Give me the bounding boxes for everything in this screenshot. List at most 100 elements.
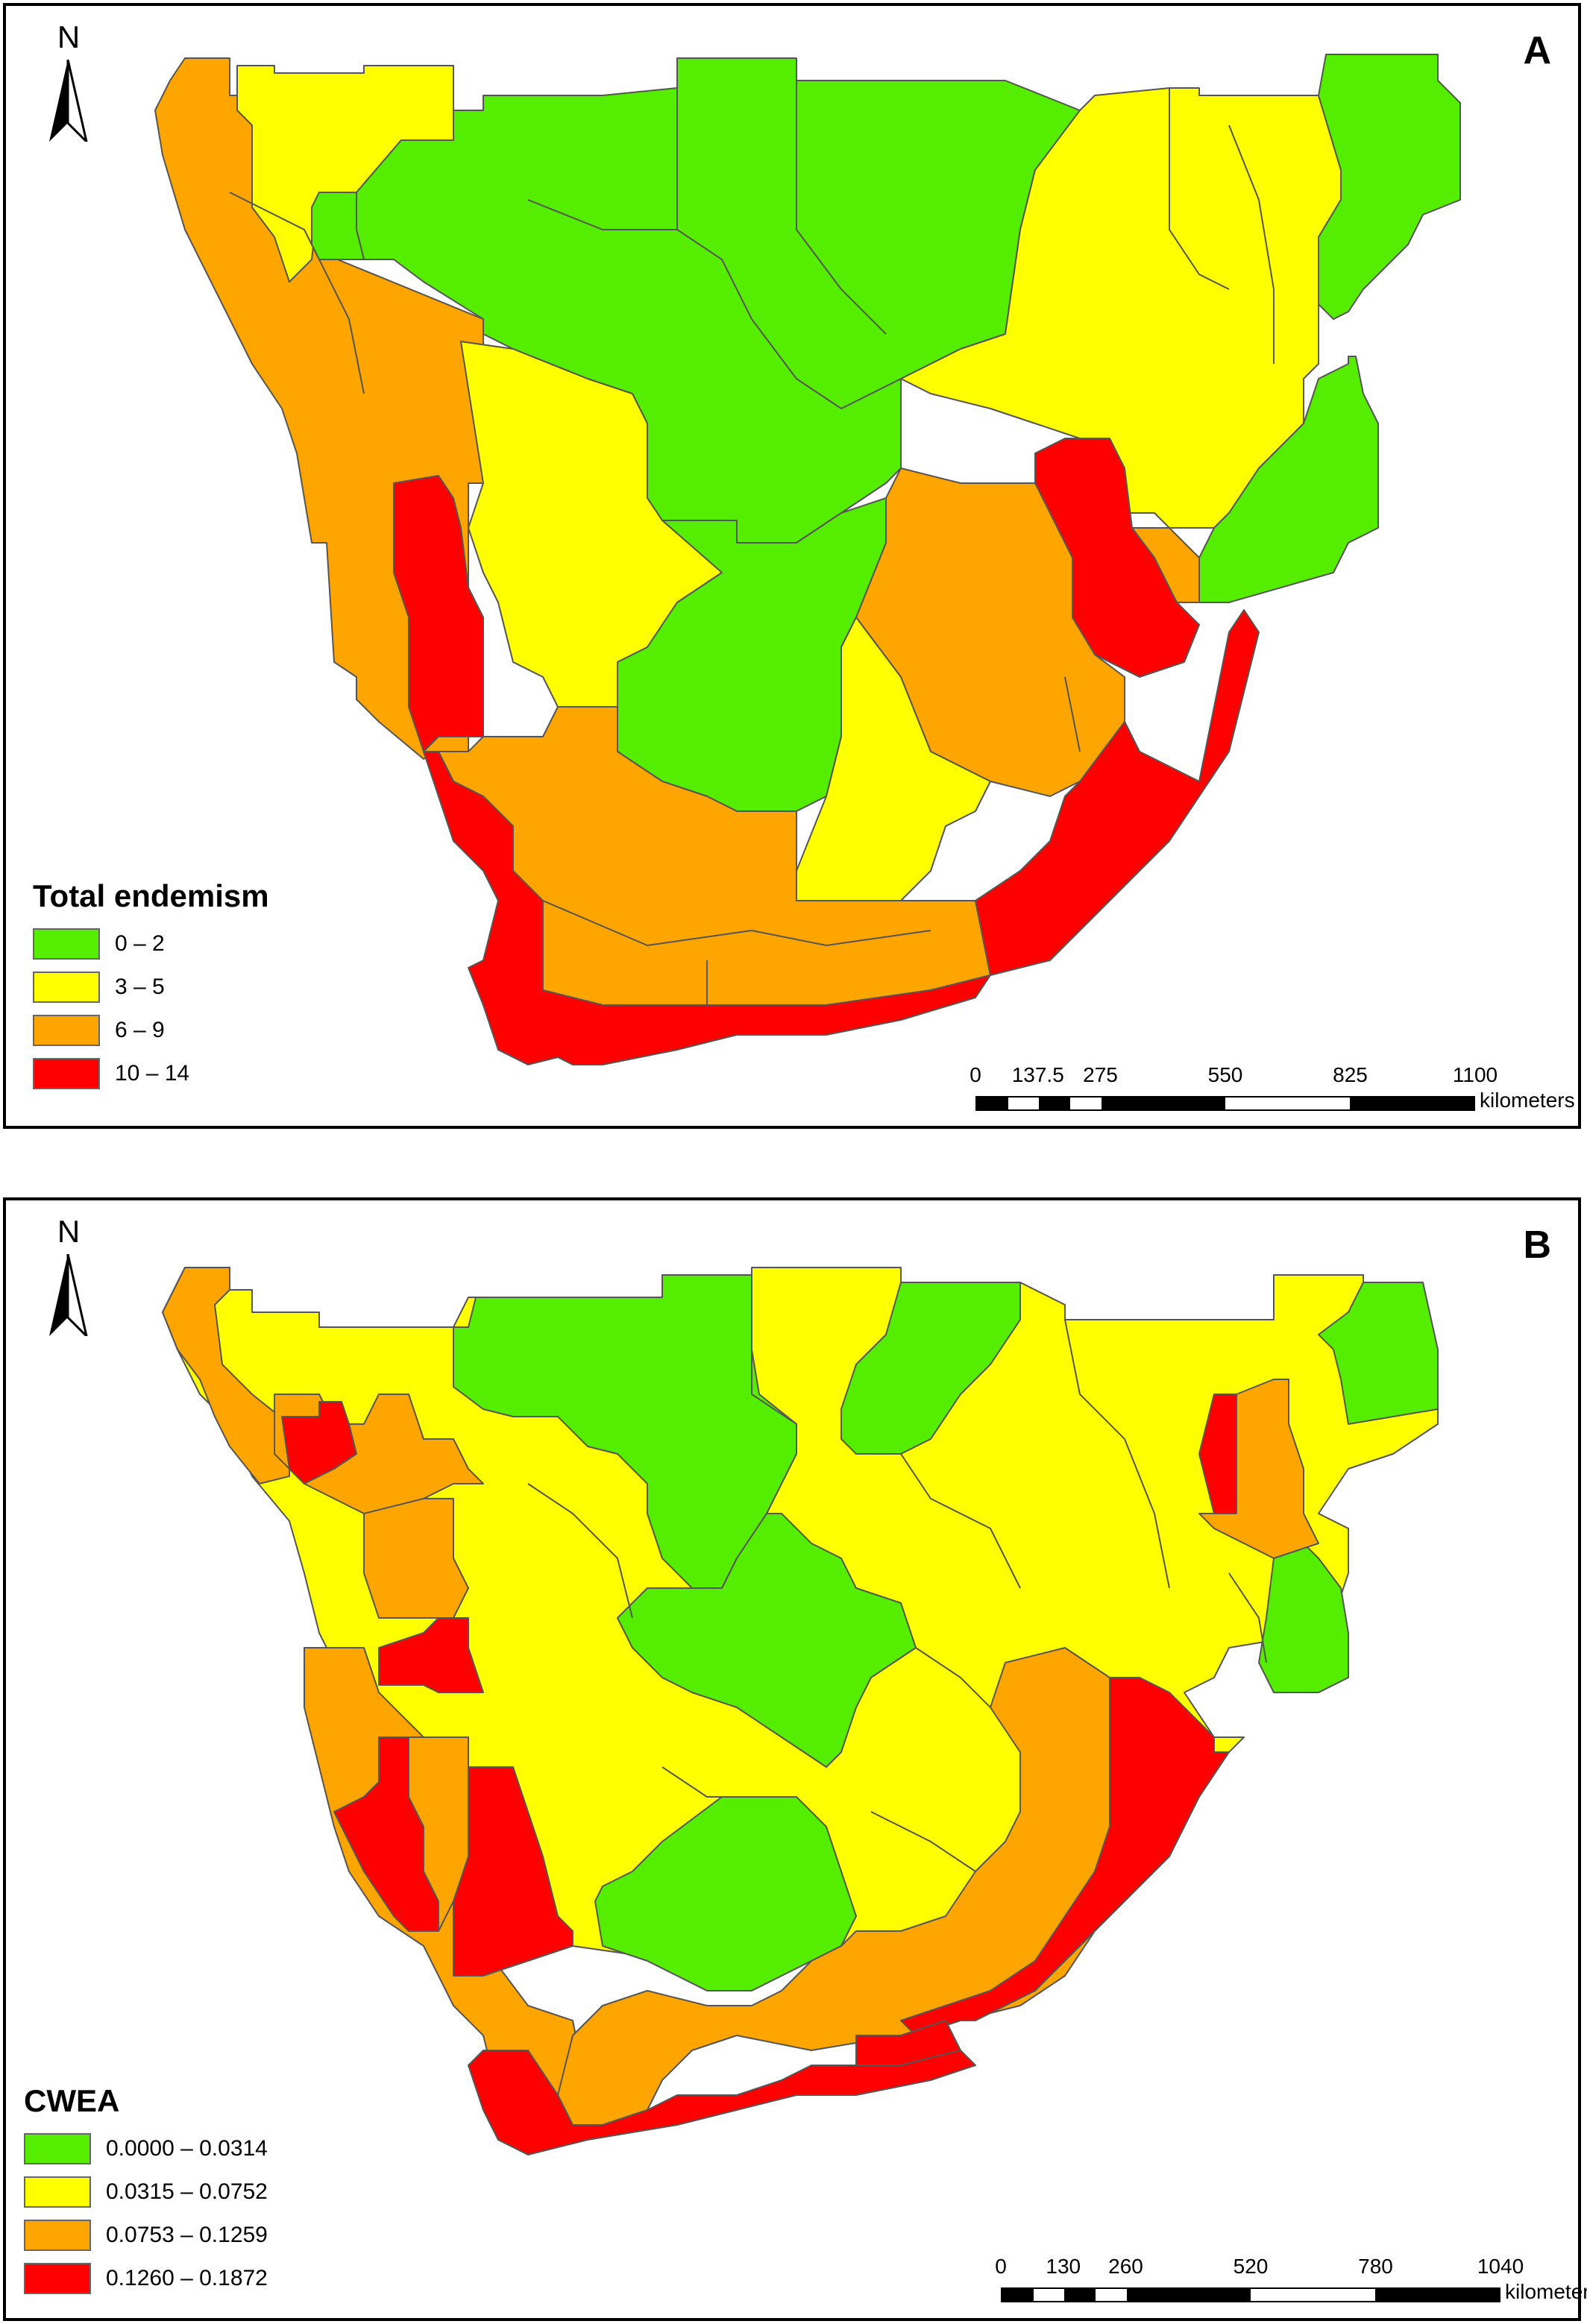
- scale-bar-segment: [1225, 1098, 1350, 1109]
- scale-bar: 0 130 260 520 780 1040kilometers: [993, 2255, 1587, 2322]
- legend-swatch: [24, 2133, 91, 2164]
- boundary-line: [229, 192, 365, 394]
- boundary-line: [870, 1811, 976, 1872]
- legend-item: 10 – 14: [33, 1057, 269, 1090]
- region-west-red: [378, 1617, 484, 1693]
- panel-letter: A: [1523, 29, 1551, 72]
- boundary-line: [1064, 1319, 1170, 1589]
- endemism-map-a: [154, 54, 1461, 1065]
- scale-unit-label: kilometers: [1480, 1089, 1575, 1112]
- boundary-line: [1064, 676, 1081, 752]
- legend-swatch: [33, 1058, 100, 1089]
- legend: CWEA 0.0000 – 0.0314 0.0315 – 0.0752 0.0…: [24, 2083, 268, 2305]
- legend-title: CWEA: [24, 2083, 120, 2118]
- north-label: N: [57, 1214, 81, 1249]
- north-label: N: [57, 19, 81, 54]
- legend-swatch: [24, 2176, 91, 2208]
- boundary-line: [676, 88, 752, 320]
- boundary-line: [900, 1453, 1021, 1589]
- legend-swatch: [24, 2220, 91, 2251]
- region-south-red: [468, 2050, 976, 2155]
- scale-bar-segment: [1039, 1098, 1070, 1109]
- scale-bar-segment: [1002, 2289, 1034, 2301]
- north-arrow-icon: [49, 1254, 88, 1336]
- legend-item: 6 – 9: [33, 1014, 269, 1047]
- region-cs-yellow: [796, 617, 991, 901]
- legend-label: 0.1260 – 0.1872: [106, 2266, 268, 2290]
- legend-label: 6 – 9: [115, 1018, 165, 1042]
- boundary-line: [1228, 1572, 1267, 1663]
- scale-bar-segment: [1008, 1098, 1040, 1109]
- scale-tick-label: 130: [1046, 2255, 1081, 2278]
- legend-label: 0.0753 – 0.1259: [106, 2223, 268, 2247]
- legend-label: 3 – 5: [115, 974, 165, 999]
- scale-tick-label: 520: [1233, 2255, 1269, 2278]
- panel-letter: B: [1523, 1224, 1551, 1267]
- legend-label: 0.0315 – 0.0752: [106, 2179, 268, 2204]
- legend-title: Total endemism: [33, 878, 269, 913]
- scale-tick-label: 275: [1083, 1063, 1118, 1086]
- legend-item: 0.1260 – 0.1872: [24, 2262, 268, 2295]
- scale-unit-label: kilometers: [1505, 2280, 1587, 2303]
- legend: Total endemism 0 – 2 3 – 5 6 – 9 10 – 14: [33, 878, 269, 1100]
- region-east-orange-small: [1131, 527, 1200, 603]
- legend-label: 0 – 2: [115, 931, 165, 956]
- boundary-line: [751, 1275, 797, 1425]
- legend-item: 0.0000 – 0.0314: [24, 2132, 268, 2165]
- legend-swatch: [33, 972, 100, 1003]
- scale-bar-track: [975, 1096, 1475, 1111]
- scale-bar-track: [1001, 2287, 1500, 2302]
- region-central-green: [617, 1513, 917, 1768]
- legend-item: 3 – 5: [33, 971, 269, 1004]
- region-sc-green: [594, 1796, 857, 1991]
- boundary-line: [1169, 88, 1230, 290]
- scale-tick-label: 780: [1358, 2255, 1393, 2278]
- north-arrow: N: [39, 19, 98, 146]
- scale-tick-label: 260: [1108, 2255, 1143, 2278]
- scale-tick-label: 1100: [1452, 1063, 1498, 1086]
- scale-bar-segment: [1069, 1098, 1102, 1109]
- boundary-line: [661, 1766, 722, 1798]
- region-west-orange: [162, 1267, 290, 1484]
- region-east-green: [1198, 356, 1379, 603]
- boundary-line: [527, 1483, 633, 1619]
- legend-swatch: [33, 1015, 100, 1046]
- region-se-red: [900, 1677, 1230, 2036]
- boundary-line: [796, 81, 887, 335]
- scale-bar-segment: [1101, 1098, 1225, 1109]
- map-panel-b: N B CWEA 0.0000 – 0.0314 0.0315 – 0.0752…: [3, 1197, 1587, 2322]
- region-ne-green: [1318, 1282, 1439, 1425]
- scale-bar-segment: [1064, 2289, 1096, 2301]
- region-central-green: [617, 497, 887, 812]
- region-east-orange: [1198, 1379, 1319, 1559]
- north-arrow: N: [39, 1214, 98, 1341]
- legend-swatch: [24, 2263, 91, 2294]
- scale-tick-label: 0: [970, 1063, 981, 1086]
- scale-bar-segment: [1126, 2289, 1251, 2301]
- north-arrow-icon: [49, 60, 88, 142]
- scale-bar-segment: [977, 1098, 1008, 1109]
- scale-tick-label: 825: [1333, 1063, 1368, 1086]
- boundary-line: [915, 1647, 991, 1708]
- scale-bar-segment: [1349, 1098, 1474, 1109]
- boundary-line: [1228, 125, 1275, 364]
- legend-label: 0.0000 – 0.0314: [106, 2136, 268, 2161]
- region-west-green: [311, 192, 365, 260]
- scale-tick-label: 1040: [1477, 2255, 1524, 2278]
- boundary-line: [527, 199, 677, 230]
- region-ne-green: [1318, 54, 1461, 320]
- scale-bar-segment: [1095, 2289, 1127, 2301]
- legend-item: 0.0315 – 0.0752: [24, 2176, 268, 2208]
- region-east-green: [1258, 1543, 1349, 1693]
- boundary-line: [751, 318, 902, 410]
- legend-label: 10 – 14: [115, 1061, 190, 1086]
- scale-tick-label: 0: [995, 2255, 1007, 2278]
- region-west-orange-col: [408, 1736, 469, 1932]
- cwea-map-b: [162, 1267, 1439, 2155]
- scale-bar: 0 137.5 275 550 825 1100 kilometers: [968, 1063, 1580, 1130]
- region-nw-red: [281, 1401, 357, 1484]
- legend-item: 0 – 2: [33, 928, 269, 960]
- scale-tick-label: 137.5: [1011, 1063, 1064, 1086]
- scale-bar-segment: [1374, 2289, 1499, 2301]
- scale-tick-label: 550: [1207, 1063, 1243, 1086]
